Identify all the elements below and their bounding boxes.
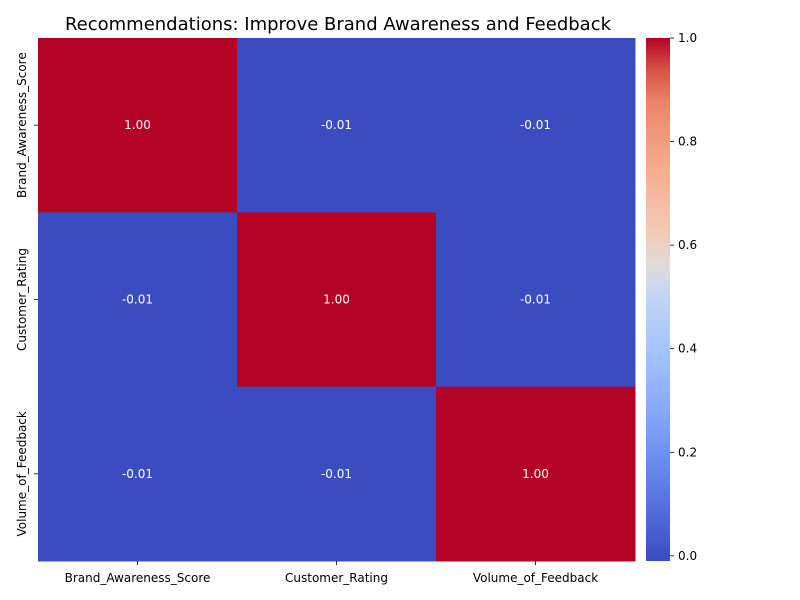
colorbar-tick-label: 0.2	[678, 445, 697, 459]
heatmap-cell-r0-c0	[38, 38, 238, 213]
colorbar-tick-label: 1.0	[678, 31, 697, 45]
colorbar	[646, 38, 670, 561]
heatmap-cell-r1-c2	[436, 212, 636, 388]
colorbar-tick-label: 0.0	[678, 549, 697, 563]
cell-value-r2-c0: -0.01	[122, 467, 153, 481]
heatmap-cell-labels: 1.00 -0.01 -0.01 -0.01 1.00 -0.01 -0.01 -0.01 1.…	[122, 118, 551, 481]
x-tick-label: Customer_Rating	[285, 571, 388, 585]
heatmap-cell-r0-c1	[237, 38, 437, 213]
cell-value-r1-c0: -0.01	[122, 293, 153, 307]
y-tick-label: Brand_Awareness_Score	[15, 52, 29, 198]
heatmap-cell-r1-c1	[237, 212, 437, 388]
cell-value-r1-c1: 1.00	[323, 293, 350, 307]
cell-value-r1-c2: -0.01	[520, 293, 551, 307]
heatmap-cell-r2-c0	[38, 386, 238, 562]
heatmap-cell-r1-c0	[38, 212, 238, 388]
heatmap-cell-r2-c2	[436, 386, 636, 562]
cell-value-r2-c1: -0.01	[321, 467, 352, 481]
x-tick-label: Volume_of_Feedback	[473, 571, 598, 585]
cell-value-r0-c0: 1.00	[124, 118, 151, 132]
y-axis: Brand_Awareness_Score Customer_Rating Volu…	[15, 52, 38, 537]
cell-value-r2-c2: 1.00	[522, 467, 549, 481]
heatmap-cell-r0-c2	[436, 38, 636, 213]
cell-value-r0-c1: -0.01	[321, 118, 352, 132]
colorbar-tick-label: 0.6	[678, 238, 697, 252]
colorbar-tick-label: 0.4	[678, 342, 697, 356]
colorbar-tick-label: 0.8	[678, 135, 697, 149]
chart-title: Recommendations: Improve Brand Awareness…	[65, 14, 612, 35]
heatmap-cells	[38, 38, 636, 562]
y-tick-label: Customer_Rating	[15, 248, 29, 351]
x-tick-label: Brand_Awareness_Score	[65, 571, 211, 585]
colorbar-axis: 0.0 0.2 0.4 0.6 0.8 1.0	[670, 31, 697, 563]
cell-value-r0-c2: -0.01	[520, 118, 551, 132]
x-axis: Brand_Awareness_Score Customer_Rating Volu…	[65, 561, 598, 585]
y-tick-label: Volume_of_Feedback	[15, 411, 29, 536]
heatmap-cell-r2-c1	[237, 386, 437, 562]
